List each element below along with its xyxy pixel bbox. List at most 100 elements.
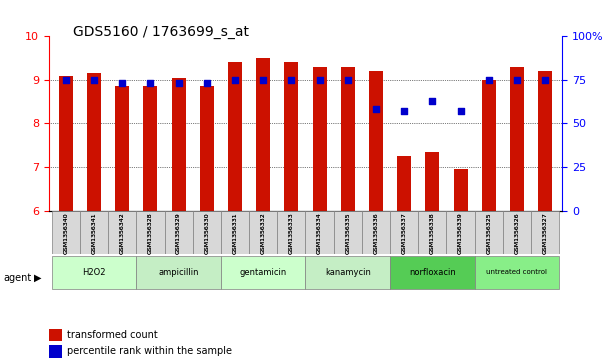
Text: GSM1356329: GSM1356329 xyxy=(176,213,181,254)
Text: kanamycin: kanamycin xyxy=(325,268,371,277)
FancyBboxPatch shape xyxy=(447,211,475,254)
Text: agent: agent xyxy=(3,273,31,283)
Bar xyxy=(341,67,355,211)
FancyBboxPatch shape xyxy=(221,211,249,254)
Text: GSM1356336: GSM1356336 xyxy=(373,213,378,254)
Text: percentile rank within the sample: percentile rank within the sample xyxy=(67,346,232,356)
Bar xyxy=(453,169,467,211)
Text: GSM1356339: GSM1356339 xyxy=(458,213,463,254)
Text: untreated control: untreated control xyxy=(486,269,547,275)
Text: ▶: ▶ xyxy=(34,273,41,283)
Bar xyxy=(49,345,62,358)
FancyBboxPatch shape xyxy=(192,211,221,254)
Point xyxy=(371,107,381,113)
Text: GSM1356325: GSM1356325 xyxy=(486,213,491,254)
Text: GSM1356326: GSM1356326 xyxy=(514,213,519,254)
Text: GSM1356337: GSM1356337 xyxy=(401,213,407,254)
Text: GSM1356327: GSM1356327 xyxy=(543,213,547,254)
Bar xyxy=(425,152,439,211)
FancyBboxPatch shape xyxy=(475,211,503,254)
Text: H2O2: H2O2 xyxy=(82,268,106,277)
Text: GSM1356330: GSM1356330 xyxy=(204,213,210,254)
Text: gentamicin: gentamicin xyxy=(240,268,287,277)
Text: GSM1356342: GSM1356342 xyxy=(120,213,125,254)
FancyBboxPatch shape xyxy=(164,211,192,254)
Bar xyxy=(49,329,62,341)
FancyBboxPatch shape xyxy=(52,211,80,254)
Point xyxy=(428,98,437,104)
Text: GSM1356331: GSM1356331 xyxy=(233,213,238,254)
Point xyxy=(484,77,494,83)
Text: GSM1356336: GSM1356336 xyxy=(373,213,378,254)
Bar xyxy=(284,62,298,211)
FancyBboxPatch shape xyxy=(306,256,390,289)
FancyBboxPatch shape xyxy=(390,211,419,254)
Point xyxy=(202,81,211,86)
FancyBboxPatch shape xyxy=(306,211,334,254)
Text: GSM1356327: GSM1356327 xyxy=(543,213,547,254)
Text: GSM1356334: GSM1356334 xyxy=(317,213,322,254)
Point xyxy=(258,77,268,83)
Point xyxy=(512,77,522,83)
Point xyxy=(61,77,71,83)
Point xyxy=(174,81,183,86)
Bar xyxy=(256,58,270,211)
Point xyxy=(89,77,99,83)
FancyBboxPatch shape xyxy=(136,211,164,254)
Point xyxy=(540,77,550,83)
Text: GSM1356328: GSM1356328 xyxy=(148,213,153,254)
Text: GSM1356335: GSM1356335 xyxy=(345,213,350,254)
Point xyxy=(456,108,466,114)
Text: GSM1356328: GSM1356328 xyxy=(148,213,153,254)
Bar xyxy=(397,156,411,211)
Text: GDS5160 / 1763699_s_at: GDS5160 / 1763699_s_at xyxy=(73,25,249,40)
FancyBboxPatch shape xyxy=(221,256,306,289)
FancyBboxPatch shape xyxy=(475,256,559,289)
Text: GSM1356332: GSM1356332 xyxy=(261,213,266,254)
FancyBboxPatch shape xyxy=(136,256,221,289)
Text: GSM1356329: GSM1356329 xyxy=(176,213,181,254)
Bar xyxy=(313,67,327,211)
FancyBboxPatch shape xyxy=(80,211,108,254)
Bar xyxy=(369,71,383,211)
Bar xyxy=(144,86,158,211)
Point xyxy=(117,81,127,86)
Text: transformed count: transformed count xyxy=(67,330,158,340)
Point xyxy=(400,108,409,114)
Bar xyxy=(172,78,186,211)
FancyBboxPatch shape xyxy=(419,211,447,254)
Text: GSM1356337: GSM1356337 xyxy=(401,213,407,254)
Text: GSM1356335: GSM1356335 xyxy=(345,213,350,254)
Text: GSM1356338: GSM1356338 xyxy=(430,213,435,254)
Text: GSM1356338: GSM1356338 xyxy=(430,213,435,254)
Text: GSM1356334: GSM1356334 xyxy=(317,213,322,254)
Text: GSM1356340: GSM1356340 xyxy=(64,213,68,254)
FancyBboxPatch shape xyxy=(277,211,306,254)
Text: GSM1356340: GSM1356340 xyxy=(64,213,68,254)
FancyBboxPatch shape xyxy=(52,256,136,289)
Point xyxy=(343,77,353,83)
Bar xyxy=(228,62,242,211)
FancyBboxPatch shape xyxy=(249,211,277,254)
Bar xyxy=(59,76,73,211)
FancyBboxPatch shape xyxy=(362,211,390,254)
Text: GSM1356342: GSM1356342 xyxy=(120,213,125,254)
Bar xyxy=(87,73,101,211)
Text: GSM1356333: GSM1356333 xyxy=(289,213,294,254)
Bar xyxy=(510,67,524,211)
Bar xyxy=(538,71,552,211)
FancyBboxPatch shape xyxy=(334,211,362,254)
Text: GSM1356341: GSM1356341 xyxy=(92,213,97,254)
Point xyxy=(145,81,155,86)
Text: GSM1356339: GSM1356339 xyxy=(458,213,463,254)
Point xyxy=(315,77,324,83)
Text: GSM1356331: GSM1356331 xyxy=(233,213,238,254)
FancyBboxPatch shape xyxy=(390,256,475,289)
Text: GSM1356341: GSM1356341 xyxy=(92,213,97,254)
Text: GSM1356332: GSM1356332 xyxy=(261,213,266,254)
Text: norfloxacin: norfloxacin xyxy=(409,268,456,277)
Text: GSM1356330: GSM1356330 xyxy=(204,213,210,254)
FancyBboxPatch shape xyxy=(503,211,531,254)
Bar xyxy=(200,86,214,211)
Text: GSM1356325: GSM1356325 xyxy=(486,213,491,254)
